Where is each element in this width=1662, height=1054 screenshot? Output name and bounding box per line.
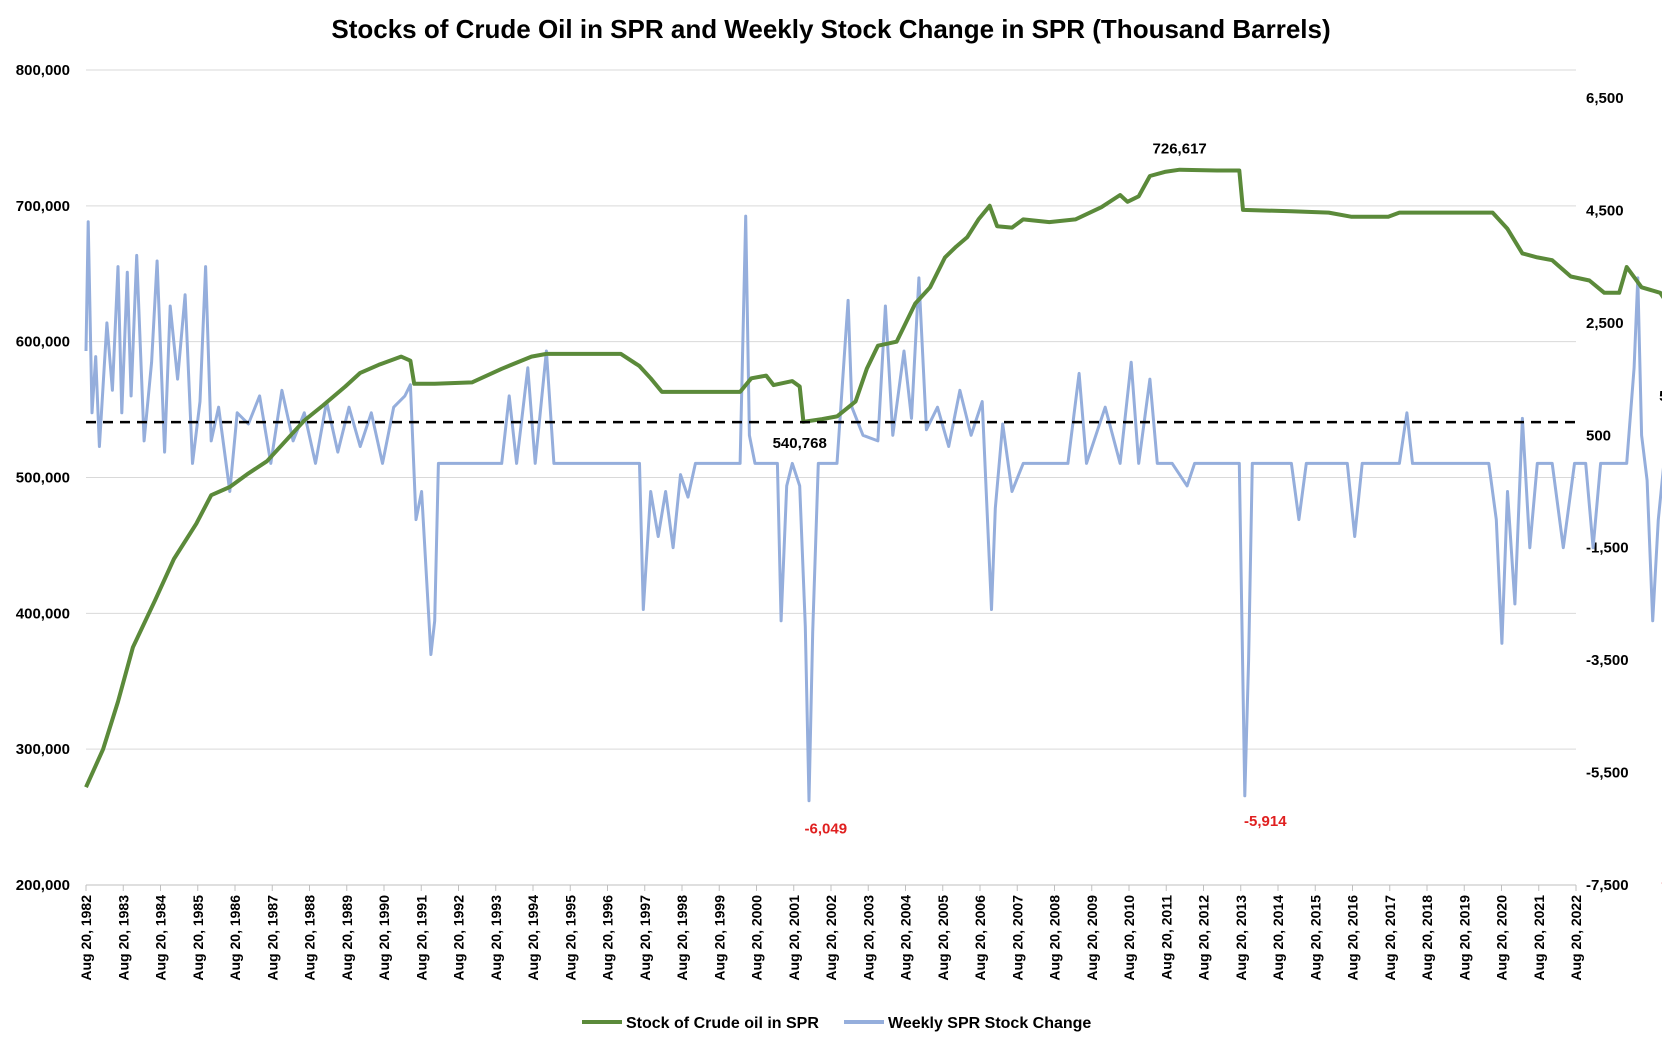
x-tick-label: Aug 20, 2001 xyxy=(786,895,802,981)
x-tick-label: Aug 20, 1996 xyxy=(600,895,616,981)
x-tick-label: Aug 20, 2020 xyxy=(1494,895,1510,981)
x-tick-label: Aug 20, 1988 xyxy=(302,895,318,981)
x-tick-label: Aug 20, 2019 xyxy=(1456,895,1472,981)
x-tick-label: Aug 20, 2021 xyxy=(1531,895,1547,981)
series-line-spr-stock xyxy=(84,167,1662,789)
x-tick-label: Aug 20, 2012 xyxy=(1196,895,1212,981)
x-tick-label: Aug 20, 2008 xyxy=(1047,895,1063,981)
x-tick-label: Aug 20, 2022 xyxy=(1568,895,1584,981)
legend-label: Stock of Crude oil in SPR xyxy=(626,1015,819,1032)
right-y-tick-label: -5,500 xyxy=(1586,765,1629,782)
left-y-tick-label: 700,000 xyxy=(16,198,70,215)
annotation-label: 540,768 xyxy=(773,435,827,452)
x-tick-label: Aug 20, 2007 xyxy=(1009,895,1025,981)
right-y-axis: -7,500 -5,500 -3,500 -1,500 500 2,500 4,500 6,5… xyxy=(1586,90,1629,894)
x-tick-label: Aug 20, 2016 xyxy=(1345,895,1361,981)
x-tick-label: Aug 20, 1986 xyxy=(227,895,243,981)
x-tick-label: Aug 20, 1994 xyxy=(525,895,541,981)
legend-label: Weekly SPR Stock Change xyxy=(888,1015,1091,1032)
x-tick-label: Aug 20, 1993 xyxy=(488,895,504,981)
x-tick-label: Aug 20, 2000 xyxy=(749,895,765,981)
x-tick-label: Aug 20, 2017 xyxy=(1382,895,1398,981)
right-y-tick-label: -3,500 xyxy=(1586,652,1629,669)
chart-title: Stocks of Crude Oil in SPR and Weekly St… xyxy=(331,14,1330,44)
x-tick-label: Aug 20, 1991 xyxy=(413,895,429,981)
x-tick-label: Aug 20, 1999 xyxy=(711,895,727,981)
x-tick-label: Aug 20, 2018 xyxy=(1419,895,1435,981)
right-y-tick-label: 4,500 xyxy=(1586,202,1624,219)
x-tick-label: Aug 20, 1995 xyxy=(562,895,578,981)
x-tick-label: Aug 20, 2015 xyxy=(1307,895,1323,981)
grid-lines xyxy=(86,69,1576,886)
x-tick-label: Aug 20, 1982 xyxy=(78,895,94,981)
left-y-tick-label: 600,000 xyxy=(16,334,70,351)
x-tick-label: Aug 20, 2004 xyxy=(898,895,914,981)
right-y-tick-label: -7,500 xyxy=(1586,877,1629,894)
x-tick-label: Aug 20, 2013 xyxy=(1233,895,1249,981)
right-y-tick-label: -1,500 xyxy=(1586,540,1629,557)
x-tick-label: Aug 20, 2009 xyxy=(1084,895,1100,981)
x-tick-label: Aug 20, 1998 xyxy=(674,895,690,981)
x-tick-label: Aug 20, 1984 xyxy=(153,895,169,981)
left-y-axis: 200,000 300,000 400,000 500,000 600,000 700,0… xyxy=(16,62,70,894)
right-y-tick-label: 2,500 xyxy=(1586,315,1624,332)
left-y-tick-label: 800,000 xyxy=(16,62,70,79)
right-y-tick-label: 500 xyxy=(1586,427,1611,444)
legend: Stock of Crude oil in SPR Weekly SPR Stoc… xyxy=(582,1015,1091,1032)
x-tick-label: Aug 20, 2014 xyxy=(1270,895,1286,981)
left-y-tick-label: 400,000 xyxy=(16,605,70,622)
x-tick-label: Aug 20, 2003 xyxy=(860,895,876,981)
right-y-tick-label: 6,500 xyxy=(1586,90,1624,107)
left-y-tick-label: 200,000 xyxy=(16,877,70,894)
series-line-weekly-change xyxy=(84,214,1662,803)
x-tick-label: Aug 20, 2005 xyxy=(935,895,951,981)
x-axis: Aug 20, 1982 Aug 20, 1983 Aug 20, 1984 Aug … xyxy=(78,884,1584,981)
annotation-label: 726,617 xyxy=(1153,141,1207,158)
left-y-tick-label: 500,000 xyxy=(16,470,70,487)
annotation-label: 542,974 xyxy=(1659,388,1662,405)
x-tick-label: Aug 20, 2010 xyxy=(1121,895,1137,981)
x-tick-label: Aug 20, 1997 xyxy=(637,895,653,981)
left-y-tick-label: 300,000 xyxy=(16,741,70,758)
annotation-label: -5,914 xyxy=(1244,813,1287,830)
x-tick-label: Aug 20, 1989 xyxy=(339,895,355,981)
x-tick-label: Aug 20, 1992 xyxy=(451,895,467,981)
x-tick-label: Aug 20, 2011 xyxy=(1158,895,1174,980)
x-tick-label: Aug 20, 2002 xyxy=(823,895,839,981)
x-tick-label: Aug 20, 1983 xyxy=(115,895,131,981)
x-tick-label: Aug 20, 2006 xyxy=(972,895,988,981)
x-tick-label: Aug 20, 1987 xyxy=(264,895,280,981)
x-tick-label: Aug 20, 1990 xyxy=(376,895,392,981)
annotation-label: -6,049 xyxy=(805,820,848,837)
x-tick-label: Aug 20, 1985 xyxy=(190,895,206,981)
series-layer xyxy=(84,167,1662,803)
